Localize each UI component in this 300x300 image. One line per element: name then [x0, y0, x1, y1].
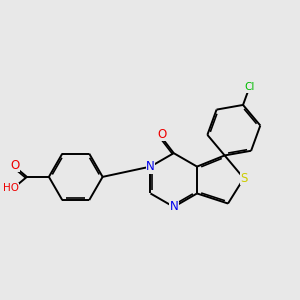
Text: N: N: [169, 200, 178, 213]
Text: HO: HO: [3, 183, 19, 194]
Text: N: N: [146, 160, 155, 173]
Text: S: S: [240, 172, 247, 185]
Text: Cl: Cl: [244, 82, 255, 92]
Text: O: O: [158, 128, 167, 141]
Text: O: O: [11, 159, 20, 172]
